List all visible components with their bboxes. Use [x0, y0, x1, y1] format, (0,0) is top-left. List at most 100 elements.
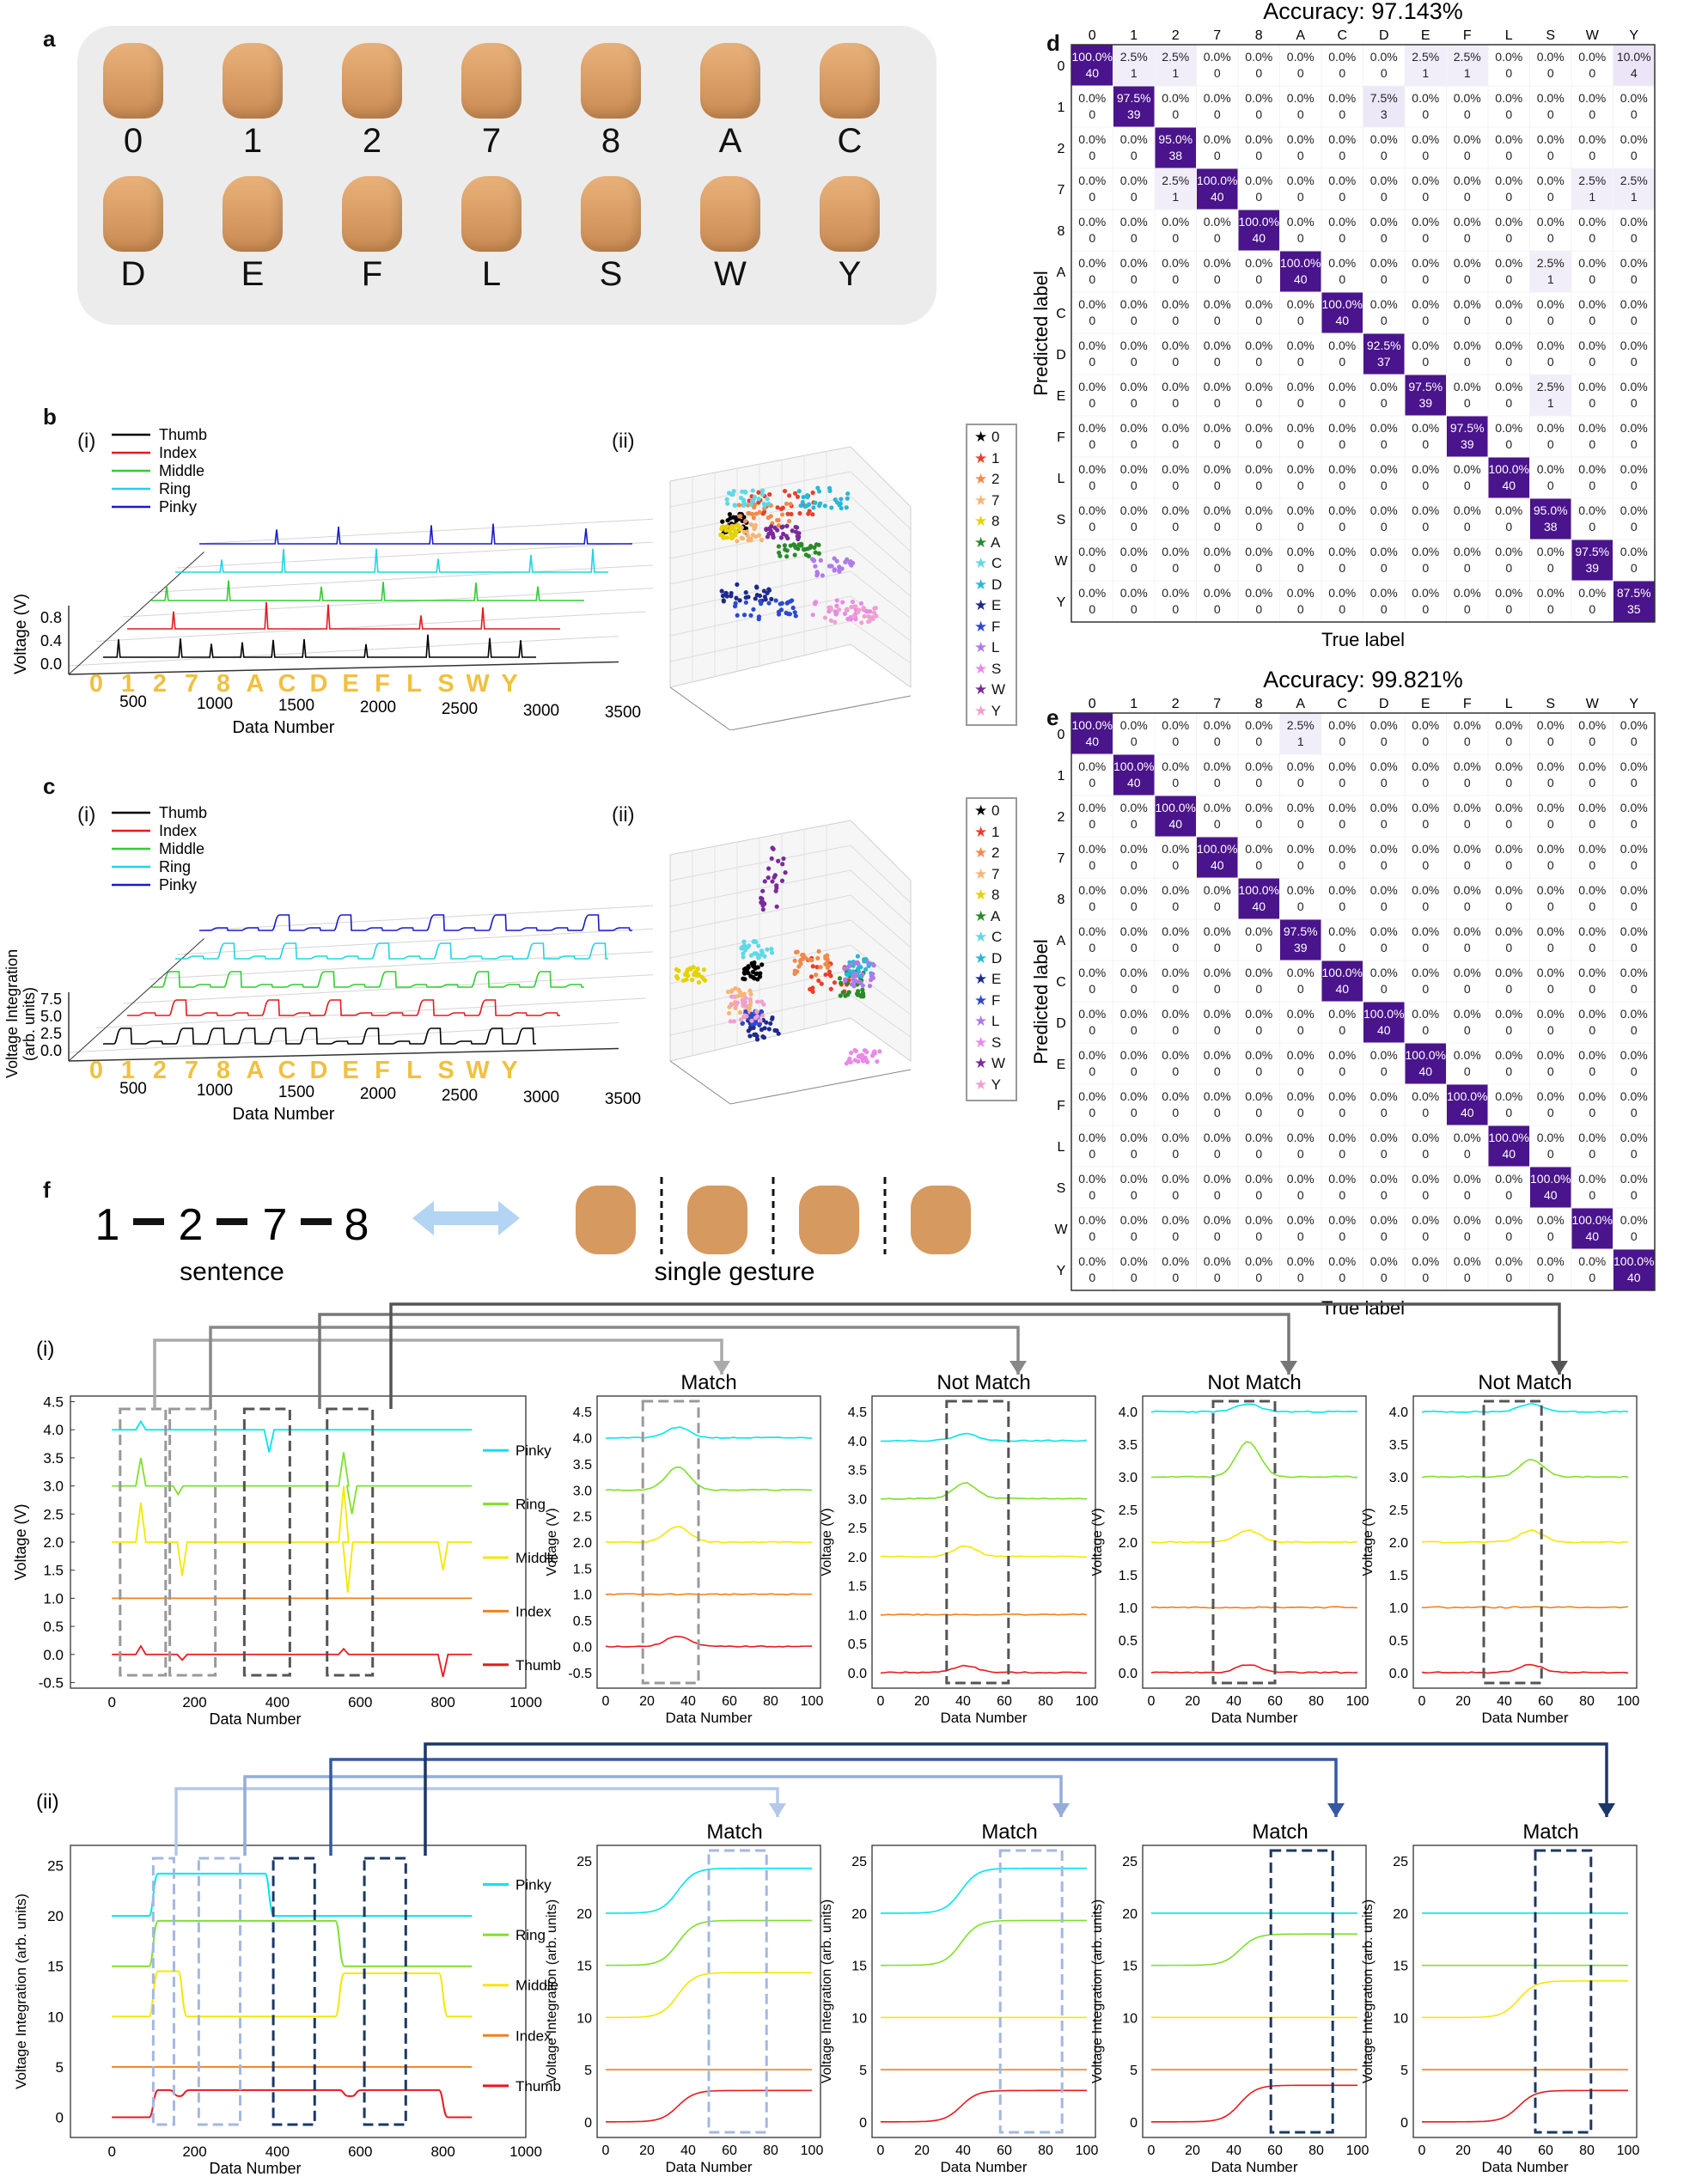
y-axis-title: Voltage (V): [12, 1503, 29, 1580]
cell-count: 0: [1214, 1064, 1221, 1078]
true-label-tick: A: [1296, 697, 1305, 711]
matrix-cell: [1237, 291, 1280, 334]
scatter-point-L: [832, 568, 837, 573]
cell-count: 0: [1131, 149, 1138, 162]
cell-count: 0: [1381, 1229, 1388, 1243]
scatter-point-D: [800, 499, 805, 505]
scatter-point-C: [759, 488, 766, 493]
y-tick-label: 3.5: [848, 1464, 867, 1479]
scatter-point-W: [764, 527, 769, 533]
cell-count: 0: [1631, 899, 1638, 913]
x-tick-label: 60: [997, 2143, 1012, 2158]
gesture-hand-2: [342, 43, 402, 119]
small-trace: [1150, 1529, 1358, 1544]
matrix-cell: [1529, 753, 1572, 796]
cell-count: 0: [1131, 1188, 1138, 1202]
cell-count: 40: [1418, 1064, 1432, 1078]
y-axis-title: Voltage Integration (arb. units): [1361, 1899, 1376, 2083]
connector-line: [153, 1338, 723, 1409]
scatter-point-S: [875, 1059, 880, 1064]
cell-percent: 0.0%: [1287, 586, 1315, 600]
grid-line: [68, 1021, 619, 1053]
cell-count: 0: [1297, 314, 1304, 327]
cell-percent: 0.0%: [1495, 842, 1522, 856]
scatter-point-D: [851, 963, 856, 968]
cell-count: 0: [1172, 1188, 1179, 1202]
scatter-point-Y: [870, 616, 875, 621]
scatter-point-C: [750, 498, 755, 503]
matrix-cell: [1404, 1083, 1447, 1126]
cell-count: 0: [1381, 437, 1388, 451]
matrix-cell: [1237, 1083, 1280, 1126]
true-label-tick: L: [1505, 697, 1513, 711]
scatter-point-A: [858, 994, 863, 999]
scatter-point-Y: [833, 619, 838, 625]
scatter-point-F: [758, 599, 763, 604]
y-tick-label: 5: [1130, 2064, 1138, 2078]
star-marker-icon: ★: [974, 660, 988, 677]
y-tick-label: 1.5: [848, 1580, 867, 1595]
class-legend-label: 1: [987, 823, 1000, 840]
cell-percent: 0.0%: [1328, 1007, 1356, 1021]
matrix-cell: [1571, 85, 1613, 128]
x-tick-label: 2500: [442, 700, 478, 718]
class-legend-label: D: [987, 576, 1003, 593]
matrix-cell: [1613, 1042, 1656, 1085]
cell-count: 0: [1547, 149, 1554, 162]
scatter-point-E: [762, 595, 767, 600]
star-marker-icon: ★: [974, 618, 988, 635]
scatter-point-0: [727, 511, 733, 517]
cell-count: 0: [1422, 355, 1429, 369]
cell-percent: 0.0%: [1620, 1213, 1648, 1227]
scatter-point-F: [741, 613, 747, 618]
trace-middle: [112, 1485, 473, 1593]
scatter-point-L: [828, 564, 833, 569]
pred-label-tick: 2: [1058, 142, 1065, 156]
cell-count: 0: [1255, 561, 1262, 575]
cell-count: 0: [1131, 561, 1138, 575]
matrix-cell: [1237, 374, 1280, 417]
cell-percent: 0.0%: [1204, 545, 1231, 558]
small-trace: [1422, 2089, 1628, 2123]
class-legend-label: 0: [987, 802, 1000, 819]
scatter-point-S: [842, 611, 848, 616]
y-tick-label: 0.0: [1389, 1667, 1408, 1681]
cell-percent: 0.0%: [1245, 966, 1272, 979]
matrix-cell: [1237, 1001, 1280, 1044]
cell-count: 0: [1631, 735, 1638, 748]
scatter-point-W: [778, 535, 784, 540]
grid-line: [669, 845, 851, 881]
cell-count: 0: [1131, 520, 1138, 534]
cell-percent: 2.5%: [1162, 174, 1189, 187]
cell-count: 0: [1255, 66, 1262, 80]
x-tick-label: 100: [1076, 2143, 1099, 2158]
cell-count: 1: [1631, 190, 1638, 204]
class-legend-item: ★ L: [974, 639, 999, 656]
sentence-label: sentence: [180, 1258, 284, 1286]
cell-count: 1: [1547, 272, 1554, 286]
cell-count: 0: [1589, 817, 1595, 831]
cell-count: 0: [1131, 190, 1138, 204]
cell-count: 0: [1255, 735, 1262, 748]
matrix-cell: [1113, 456, 1156, 499]
cell-percent: 0.0%: [1245, 924, 1272, 938]
x-axis-title: Data Number: [1211, 1710, 1297, 1726]
plot-frame: [1142, 1845, 1367, 2138]
matrix-cell: [1196, 126, 1239, 169]
gesture-axis-letter: Y: [501, 1057, 517, 1084]
grid-line: [850, 521, 912, 575]
scatter-point-W: [780, 531, 786, 537]
cell-percent: 0.0%: [1495, 1254, 1522, 1268]
class-legend-label: F: [987, 991, 1001, 1009]
cell-count: 0: [1214, 735, 1221, 748]
matrix-cell: [1154, 456, 1197, 499]
x-axis-title: True label: [1321, 1297, 1405, 1319]
cell-percent: 0.0%: [1328, 215, 1356, 229]
matrix-cell: [1404, 250, 1447, 293]
scatter-point-F: [776, 612, 782, 617]
x-tick-label: 20: [1455, 1694, 1471, 1709]
legend-label: Middle: [515, 1550, 558, 1566]
grid-line: [122, 588, 653, 618]
scatter-point-0: [746, 964, 751, 969]
cell-percent: 0.0%: [1370, 132, 1398, 146]
